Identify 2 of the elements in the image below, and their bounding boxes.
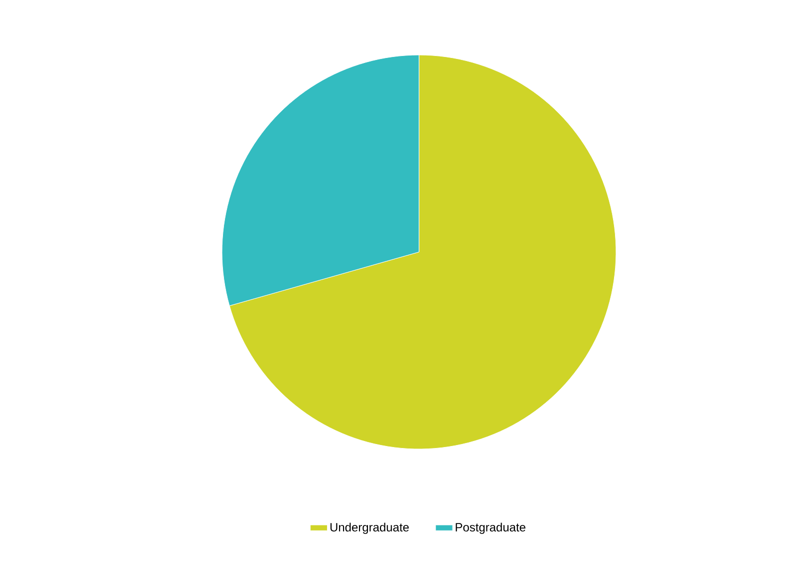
legend-label: Postgraduate: [456, 522, 526, 534]
legend-label: Undergraduate: [330, 522, 409, 534]
